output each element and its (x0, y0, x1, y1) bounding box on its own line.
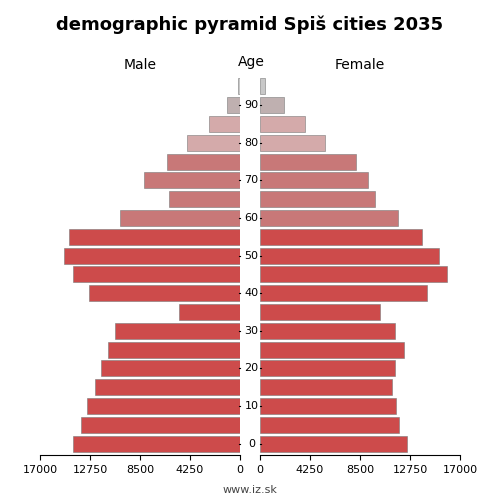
Text: 80: 80 (244, 138, 258, 147)
Text: 70: 70 (244, 176, 258, 186)
Bar (260, 210, 398, 226)
Bar (260, 78, 266, 94)
Text: 50: 50 (244, 250, 258, 260)
Bar (260, 191, 376, 207)
Bar (70, 229, 240, 245)
Bar (187, 134, 240, 150)
Bar (87, 398, 240, 414)
Text: 0: 0 (248, 438, 255, 448)
Bar (144, 172, 240, 188)
Text: 20: 20 (244, 364, 258, 374)
Bar (227, 97, 240, 113)
Text: Age: Age (238, 55, 265, 69)
Bar (90, 285, 240, 301)
Bar (260, 380, 392, 396)
Bar (260, 97, 283, 113)
Bar (179, 304, 240, 320)
Text: 90: 90 (244, 100, 258, 110)
Bar (96, 380, 240, 396)
Bar (108, 342, 240, 357)
Bar (260, 436, 407, 452)
Bar (73, 266, 240, 282)
Bar (170, 191, 240, 207)
Bar (260, 266, 447, 282)
Bar (73, 436, 240, 452)
Bar (260, 417, 399, 433)
Bar (260, 229, 422, 245)
Text: 60: 60 (244, 213, 258, 223)
Bar (120, 210, 240, 226)
Bar (260, 248, 439, 264)
Bar (260, 342, 404, 357)
Bar (260, 134, 324, 150)
Bar (81, 417, 240, 433)
Bar (260, 398, 396, 414)
Bar (260, 116, 304, 132)
Bar (238, 78, 240, 94)
Text: 30: 30 (244, 326, 258, 336)
Bar (260, 304, 380, 320)
Bar (260, 285, 427, 301)
Bar (210, 116, 240, 132)
Bar (101, 360, 240, 376)
Bar (260, 154, 356, 170)
Title: Female: Female (335, 58, 385, 72)
Text: 10: 10 (244, 401, 258, 411)
Text: demographic pyramid Spiš cities 2035: demographic pyramid Spiš cities 2035 (56, 15, 444, 34)
Bar (260, 323, 396, 339)
Bar (64, 248, 240, 264)
Bar (116, 323, 240, 339)
Title: Male: Male (124, 58, 156, 72)
Text: www.iz.sk: www.iz.sk (222, 485, 278, 495)
Text: 40: 40 (244, 288, 258, 298)
Bar (167, 154, 240, 170)
Bar (260, 172, 368, 188)
Bar (260, 360, 396, 376)
